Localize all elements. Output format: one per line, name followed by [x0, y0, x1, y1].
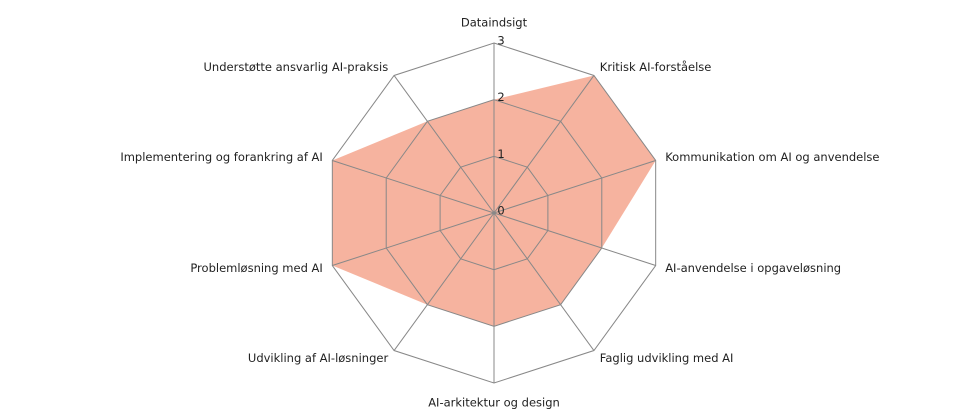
r-tick-label: 0 [497, 204, 504, 218]
category-label: AI-anvendelse i opgaveløsning [665, 261, 841, 275]
grid-spoke [493, 75, 595, 214]
r-tick-label: 3 [497, 34, 504, 48]
category-label: Implementering og forankring af AI [120, 150, 322, 164]
category-label: Kommunikation om AI og anvendelse [665, 150, 879, 164]
category-label: Faglig udvikling med AI [600, 351, 734, 365]
category-label: Kritisk AI-forståelse [600, 60, 712, 74]
r-tick-label: 1 [497, 147, 504, 161]
grid-spoke [493, 212, 595, 351]
grid-spoke [332, 159, 495, 214]
category-label: AI-arkitektur og design [428, 396, 560, 410]
grid-spoke [332, 212, 495, 267]
grid-spoke [493, 212, 656, 267]
r-tick-label: 2 [497, 90, 504, 104]
category-label: Understøtte ansvarlig AI-praksis [204, 60, 389, 74]
category-label: Problemløsning med AI [190, 261, 322, 275]
category-label: Dataindsigt [461, 16, 528, 30]
grid-spoke [393, 75, 495, 214]
category-label: Udvikling af AI-løsninger [248, 351, 389, 365]
grid-spoke [393, 212, 495, 351]
grid-spoke [493, 159, 656, 214]
